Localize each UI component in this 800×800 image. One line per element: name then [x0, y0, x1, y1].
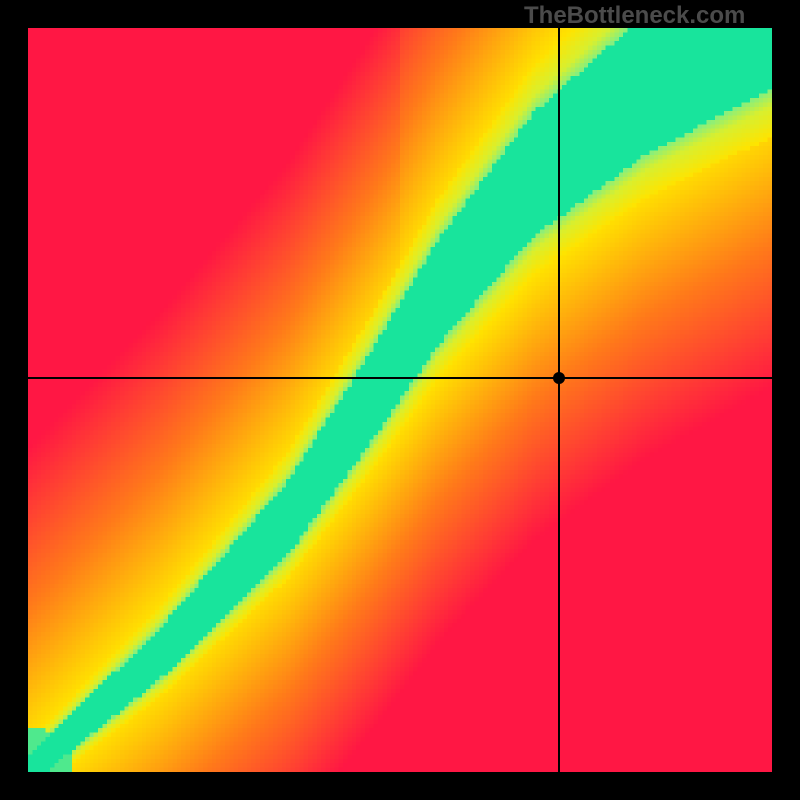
plot-area — [28, 28, 772, 772]
crosshair-horizontal — [28, 377, 772, 379]
crosshair-marker — [553, 372, 565, 384]
heatmap-canvas — [28, 28, 772, 772]
watermark-text: TheBottleneck.com — [524, 2, 745, 30]
crosshair-vertical — [558, 28, 560, 772]
